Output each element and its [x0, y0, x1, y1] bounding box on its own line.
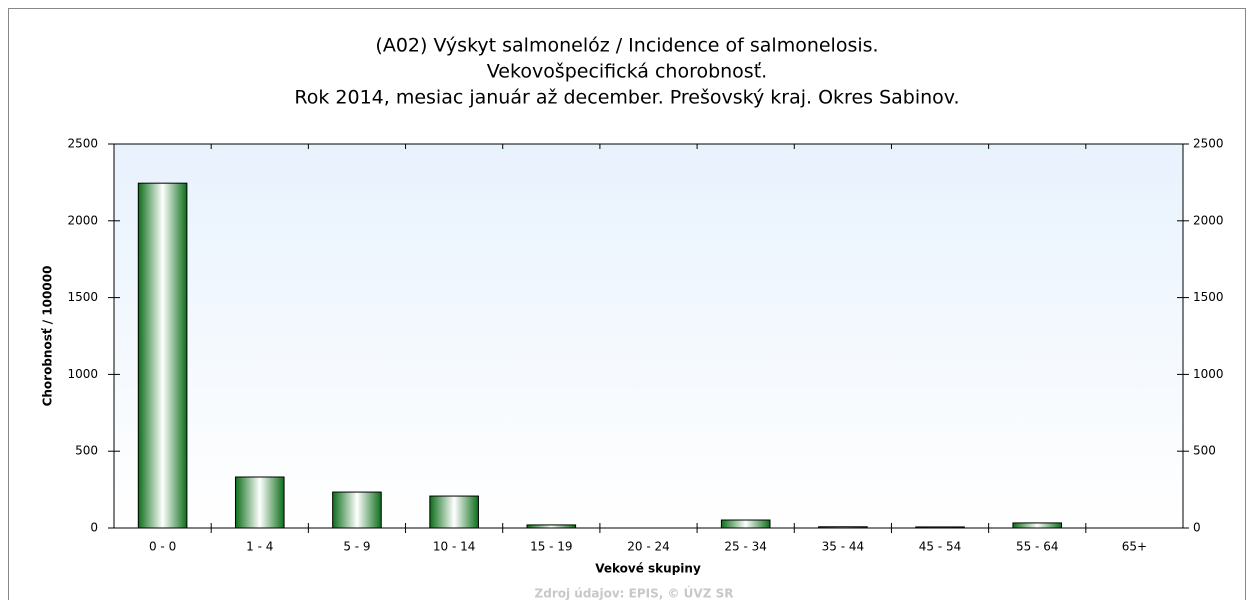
plot-area: [114, 144, 1183, 528]
y-axis-label: Chorobnosť / 100000: [41, 266, 55, 407]
y-tick-label: 1000: [67, 367, 98, 381]
x-axis-label: Vekové skupiny: [595, 562, 701, 576]
bar: [234, 476, 285, 529]
x-tick-label: 25 - 34: [724, 540, 767, 554]
bar: [332, 491, 382, 529]
x-tick-label: 65+: [1122, 540, 1147, 554]
x-tick-label: 10 - 14: [433, 540, 476, 554]
x-tick-label: 0 - 0: [149, 540, 176, 554]
x-tick-label: 15 - 19: [530, 540, 573, 554]
y-tick-label: 1500: [67, 290, 98, 304]
bar: [137, 182, 188, 529]
x-tick-label: 5 - 9: [343, 540, 370, 554]
source: Zdroj údajov: EPIS, © ÚVZ SR: [535, 586, 734, 600]
y-tick-label: 0: [90, 521, 98, 535]
y-tick-label: 2000: [67, 213, 98, 227]
y2-tick-label: 1000: [1193, 367, 1224, 381]
bar: [720, 519, 771, 529]
x-tick-label: 1 - 4: [246, 540, 273, 554]
chart-title: Vekovošpecifická chorobnosť.: [487, 61, 767, 83]
chart-title: (A02) Výskyt salmonelóz / Incidence of s…: [375, 35, 878, 57]
x-tick-label: 55 - 64: [1016, 540, 1059, 554]
bar: [1012, 522, 1063, 529]
y2-tick-label: 2500: [1193, 137, 1224, 151]
y-tick-label: 500: [75, 444, 98, 458]
y2-tick-label: 1500: [1193, 290, 1224, 304]
y2-tick-label: 0: [1193, 521, 1201, 535]
y2-tick-label: 2000: [1193, 213, 1224, 227]
chart-title: Rok 2014, mesiac január až december. Pre…: [294, 87, 959, 109]
y2-tick-label: 500: [1193, 444, 1216, 458]
x-tick-label: 20 - 24: [627, 540, 670, 554]
bar: [429, 495, 479, 529]
y-tick-label: 2500: [67, 137, 98, 151]
x-tick-label: 35 - 44: [822, 540, 865, 554]
x-tick-label: 45 - 54: [919, 540, 962, 554]
